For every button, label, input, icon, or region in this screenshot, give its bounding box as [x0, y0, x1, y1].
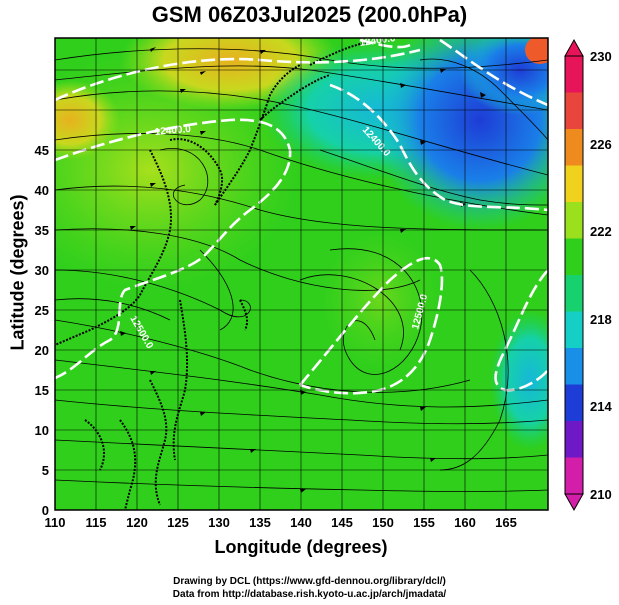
plot-frame: [54, 37, 549, 511]
colorbar-top-arrow: [564, 38, 584, 57]
y-tick-label: 20: [35, 343, 49, 358]
credit-data: Data from http://database.rish.kyoto-u.a…: [172, 589, 447, 600]
x-tick-label: 125: [167, 515, 189, 530]
colorbar-band: [565, 384, 583, 422]
y-axis-label: Latitude (degrees): [7, 194, 28, 351]
colorbar-band: [565, 165, 583, 203]
colorbar-band: [565, 311, 583, 349]
x-axis-ticks: 110 115 120 125 130 135 140 145 150 155 …: [45, 515, 517, 530]
colorbar-bands: [565, 56, 583, 495]
x-tick-label: 145: [331, 515, 353, 530]
x-tick-label: 115: [86, 515, 107, 530]
x-tick-label: 165: [495, 515, 517, 530]
colorbar-bottom-arrow: [564, 493, 584, 512]
colorbar-tick-label: 210: [590, 487, 612, 502]
colorbar-tick-label: 230: [590, 49, 612, 64]
colorbar-band: [565, 56, 583, 93]
colorbar-band: [565, 348, 583, 385]
colorbar-band: [565, 275, 583, 312]
x-tick-label: 120: [126, 515, 148, 530]
y-axis-ticks: 0 5 10 15 20 25 30 35 40 45: [35, 143, 49, 518]
x-tick-label: 160: [454, 515, 476, 530]
y-tick-label: 5: [42, 463, 49, 478]
contour-label: 12400.0: [154, 124, 191, 138]
y-tick-label: 35: [35, 223, 49, 238]
y-tick-label: 0: [42, 503, 49, 518]
colorbar-ticks: 230 226 222 218 214 210: [590, 49, 612, 502]
colorbar-band: [565, 92, 583, 130]
y-tick-label: 25: [35, 303, 49, 318]
x-tick-label: 140: [290, 515, 312, 530]
y-tick-label: 10: [35, 423, 49, 438]
x-tick-label: 135: [249, 515, 271, 530]
colorbar-band: [565, 202, 583, 239]
colorbar-frame: [564, 55, 584, 495]
x-tick-label: 130: [208, 515, 230, 530]
grid-lines: [55, 38, 548, 510]
colorbar-band: [565, 457, 583, 495]
colorbar-tick-label: 222: [590, 224, 612, 239]
credit-drawing: Drawing by DCL (https://www.gfd-dennou.o…: [173, 576, 446, 587]
temperature-field: [55, 38, 548, 510]
colorbar-band: [565, 129, 583, 166]
x-axis-label: Longitude (degrees): [214, 537, 388, 557]
colorbar-tick-label: 214: [590, 399, 612, 414]
colorbar-band: [565, 238, 583, 276]
x-tick-label: 155: [413, 515, 435, 530]
y-tick-label: 40: [35, 183, 49, 198]
colorbar-tick-label: 226: [590, 137, 612, 152]
y-tick-label: 15: [35, 383, 49, 398]
colorbar: 230 226 222 218 214 210: [564, 38, 612, 512]
y-tick-label: 45: [35, 143, 49, 158]
colorbar-tick-label: 218: [590, 312, 612, 327]
colorbar-band: [565, 421, 583, 458]
x-tick-label: 110: [45, 515, 66, 530]
y-tick-label: 30: [35, 263, 49, 278]
contour-label: 12400.0: [359, 33, 397, 49]
x-tick-label: 150: [372, 515, 394, 530]
map-title: GSM 06Z03Jul2025 (200.0hPa): [151, 2, 468, 27]
